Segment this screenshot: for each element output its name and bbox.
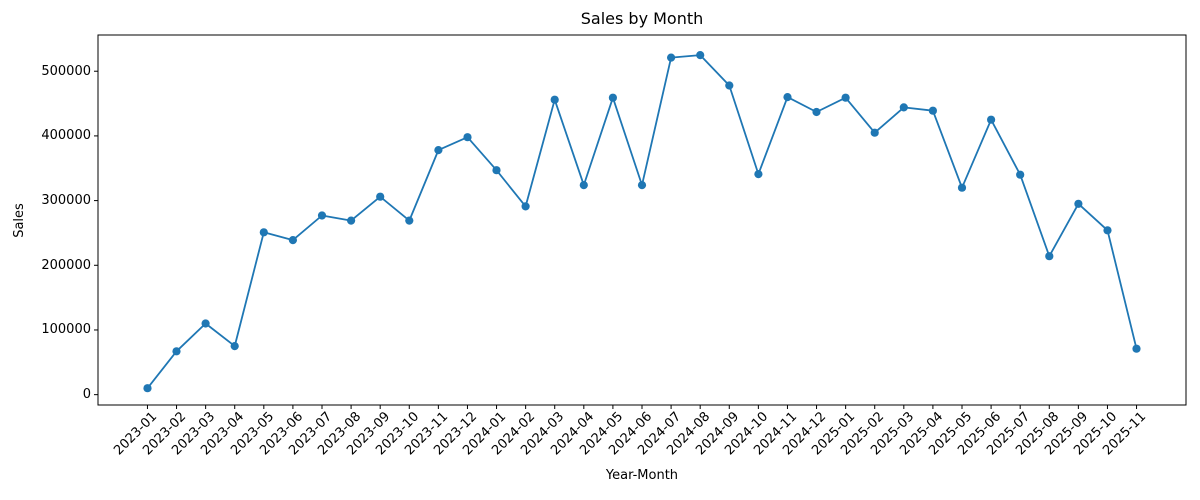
data-point [812,107,821,117]
y-tick-label: 100000 [41,322,91,338]
data-point [1016,170,1025,179]
data-point [463,133,472,142]
data-point [259,228,268,237]
data-point [230,342,239,351]
data-point [1045,252,1054,261]
y-axis-label-wrap: Sales [4,35,34,405]
data-point [172,347,181,356]
data-point [1103,226,1112,235]
plot-border [97,34,1187,406]
data-point [347,216,356,225]
data-point [1074,199,1083,208]
data-point [434,146,443,155]
data-point [1132,344,1141,353]
data-point [754,170,763,179]
data-point [870,128,879,137]
data-point [928,106,938,115]
sales-line [146,54,1138,390]
y-tick-label: 400000 [41,128,91,144]
data-point [376,192,385,201]
y-tick-label: 300000 [41,193,91,209]
data-point [521,202,530,211]
y-axis-label: Sales [11,202,27,238]
data-point [783,93,792,102]
data-point [899,103,908,112]
y-tick-label: 0 [82,387,91,403]
chart-title: Sales by Month [580,9,704,28]
y-tick-label: 500000 [41,63,91,79]
data-point [492,166,501,175]
data-point [608,93,618,102]
data-point [696,51,705,60]
x-axis-label: Year-Month [605,468,679,483]
data-point [143,384,152,393]
data-point [667,53,676,62]
data-point [405,216,414,225]
data-point [317,211,327,220]
data-point [725,81,734,90]
data-point [987,115,996,124]
data-point [201,319,210,328]
data-point [550,95,559,104]
y-tick-label: 200000 [41,257,91,273]
data-point [957,183,967,192]
data-point [637,181,647,190]
data-point [579,181,588,190]
data-point [288,236,297,245]
data-point [841,93,850,102]
